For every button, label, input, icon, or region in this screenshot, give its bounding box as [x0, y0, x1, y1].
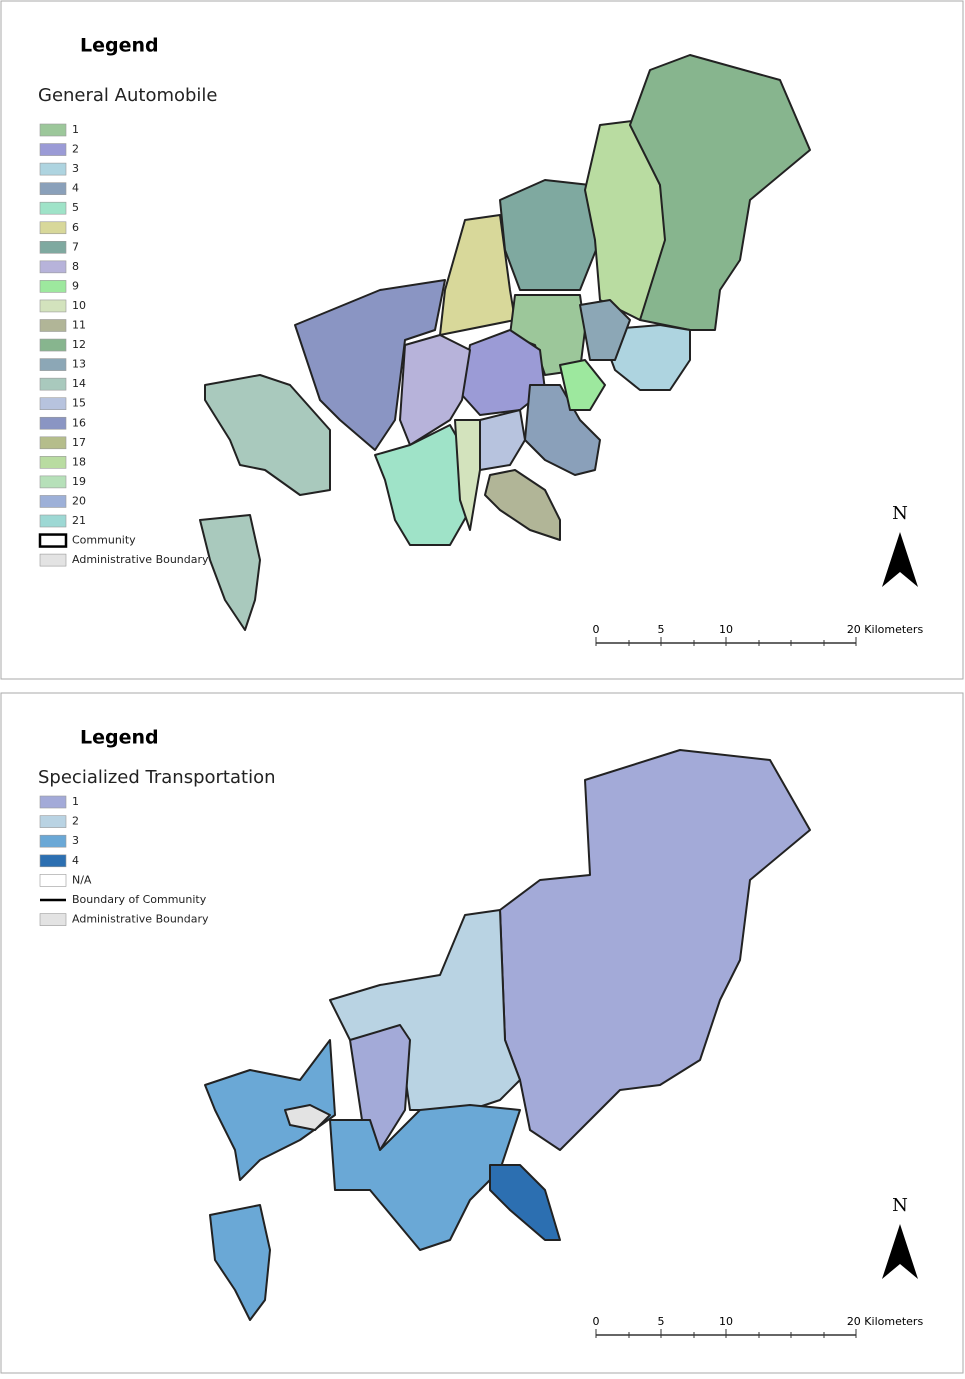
legend-label: 18	[72, 455, 86, 468]
region	[204, 374, 331, 496]
region	[579, 299, 631, 361]
legend-label: 5	[72, 201, 79, 214]
legend-label: 3	[72, 162, 79, 175]
legend-label: 10	[72, 299, 86, 312]
legend-label: 8	[72, 260, 79, 273]
legend-label: 1	[72, 123, 79, 136]
legend-swatch	[39, 815, 67, 828]
legend-label: Administrative Boundary	[72, 553, 209, 566]
scale-label: 5	[658, 623, 665, 636]
legend-swatch	[39, 358, 67, 371]
scale-label: 0	[593, 623, 600, 636]
legend-swatch	[39, 299, 67, 313]
region	[374, 424, 471, 546]
region	[484, 469, 561, 541]
legend-swatch	[39, 436, 67, 450]
legend-swatch	[39, 143, 67, 156]
legend-label: 16	[72, 416, 86, 429]
legend-label: 14	[72, 377, 86, 390]
legend-label: Administrative Boundary	[72, 913, 209, 926]
legend-label: 2	[72, 143, 79, 156]
legend-swatch	[39, 377, 67, 391]
north-label: N	[892, 503, 908, 524]
region	[454, 419, 481, 531]
scale-label: 5	[658, 1315, 665, 1328]
legend-swatch	[38, 533, 68, 548]
legend-swatch	[39, 834, 67, 848]
legend-swatch	[39, 162, 67, 176]
legend-swatch	[39, 221, 67, 235]
legend-label: 21	[72, 514, 86, 527]
legend-swatch	[39, 475, 67, 489]
legend-label: 9	[72, 279, 79, 292]
legend-swatch	[39, 913, 67, 926]
legend-swatch	[39, 260, 67, 274]
legend-swatch	[39, 280, 67, 293]
legend-swatch	[39, 456, 67, 469]
north-arrow	[882, 1224, 918, 1279]
legend-label: 17	[72, 436, 86, 449]
legend-label: 3	[72, 834, 79, 847]
legend-label: 4	[72, 854, 79, 867]
map	[204, 749, 811, 1321]
region	[499, 179, 601, 291]
legend-label: 11	[72, 319, 86, 332]
scale-label: 10	[719, 623, 733, 636]
legend-swatch	[39, 182, 67, 195]
map	[199, 54, 811, 631]
legend-label: 7	[72, 240, 79, 253]
region	[204, 1039, 336, 1181]
region	[399, 334, 471, 446]
north-label: N	[892, 1195, 908, 1216]
legend-label: N/A	[72, 873, 92, 886]
legend-swatch	[39, 495, 67, 508]
legend-label: 12	[72, 338, 86, 351]
legend-swatch	[39, 338, 67, 352]
legend-swatch	[39, 241, 67, 254]
legend-subtitle: Specialized Transportation	[38, 767, 276, 788]
legend-title: Legend	[80, 35, 159, 57]
region	[199, 514, 261, 631]
legend-swatch	[39, 397, 67, 411]
region	[559, 359, 606, 411]
legend-label: 1	[72, 795, 79, 808]
legend-swatch	[39, 854, 67, 868]
region	[629, 54, 811, 331]
legend-title: Legend	[80, 727, 159, 749]
north-arrow	[882, 532, 918, 587]
legend-label: 20	[72, 494, 86, 507]
legend-label: 6	[72, 221, 79, 234]
scale-label: 10	[719, 1315, 733, 1328]
legend-label: 19	[72, 475, 86, 488]
legend-swatch	[39, 123, 67, 137]
region	[294, 279, 446, 451]
legend-swatch	[39, 319, 67, 332]
legend-swatch	[39, 514, 67, 528]
legend-swatch	[39, 795, 67, 809]
scale-label: 0	[593, 1315, 600, 1328]
legend-swatch	[39, 416, 67, 430]
region	[329, 1104, 521, 1251]
scale-label: 20 Kilometers	[847, 1315, 924, 1328]
region	[499, 749, 811, 1151]
legend-label: 2	[72, 815, 79, 828]
legend-swatch	[39, 874, 67, 887]
legend-label: 4	[72, 182, 79, 195]
region	[209, 1204, 271, 1321]
legend-label: 13	[72, 358, 86, 371]
scale-label: 20 Kilometers	[847, 623, 924, 636]
legend-label: Boundary of Community	[72, 893, 207, 906]
legend-label: Community	[72, 534, 136, 547]
legend-swatch	[39, 201, 67, 215]
legend-swatch	[39, 553, 67, 567]
region	[284, 1104, 331, 1131]
region	[489, 1164, 561, 1241]
legend-subtitle: General Automobile	[38, 85, 218, 106]
legend-label: 15	[72, 397, 86, 410]
